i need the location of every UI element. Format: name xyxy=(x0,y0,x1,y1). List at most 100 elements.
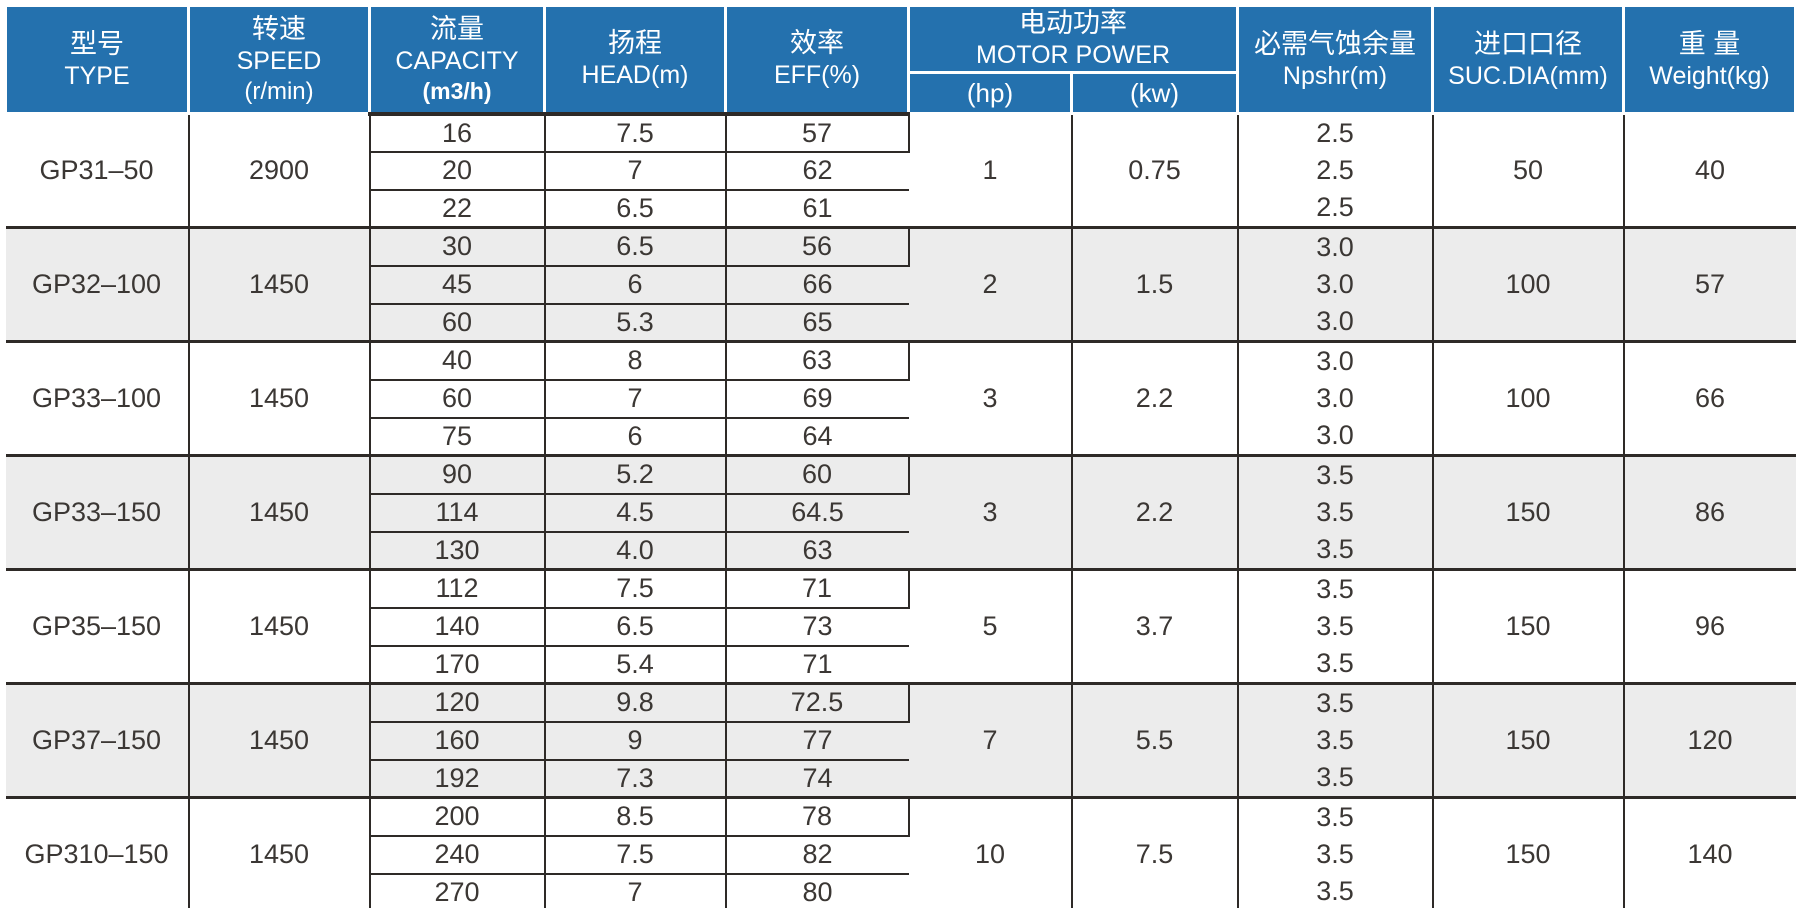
npshr-value: 3.5 xyxy=(1316,460,1354,490)
capacity-cell: 160 xyxy=(369,721,546,761)
npshr-value: 3.0 xyxy=(1316,420,1354,450)
npshr-cell: 3.5 3.5 3.5 xyxy=(1237,455,1434,571)
npshr-value: 3.5 xyxy=(1316,802,1354,832)
col-header-capacity-en: CAPACITY xyxy=(395,46,519,75)
spec-row: 114 4.5 64.5 xyxy=(6,493,1796,533)
npshr-value: 3.0 xyxy=(1316,232,1354,262)
head-cell: 6 xyxy=(544,417,727,457)
npshr-value: 3.0 xyxy=(1316,346,1354,376)
spec-row: 130 4.0 63 xyxy=(6,531,1796,571)
eff-cell: 71 xyxy=(725,645,909,685)
kw-cell: 7.5 xyxy=(1071,797,1239,908)
capacity-cell: 22 xyxy=(369,189,546,229)
npshr-cell: 2.5 2.5 2.5 xyxy=(1237,113,1434,229)
capacity-cell: 45 xyxy=(369,265,546,305)
spec-row: GP33–150 1450 90 5.2 60 3 2.2 3.5 3.5 3.5 150 86 xyxy=(5,455,1796,571)
head-cell: 6 xyxy=(544,265,727,305)
eff-cell: 60 xyxy=(725,455,910,495)
eff-cell: 57 xyxy=(725,111,910,153)
head-cell: 7.5 xyxy=(544,111,727,153)
speed-cell: 1450 xyxy=(188,455,371,571)
col-header-capacity-unit: (m3/h) xyxy=(422,77,492,104)
spec-row: 22 6.5 61 xyxy=(6,189,1796,229)
head-cell: 5.2 xyxy=(544,455,727,495)
col-header-speed-zh: 转速 xyxy=(252,13,306,44)
capacity-cell: 130 xyxy=(369,531,546,571)
eff-cell: 64.5 xyxy=(725,493,909,533)
hp-cell: 3 xyxy=(908,341,1073,457)
hp-cell: 7 xyxy=(908,683,1073,799)
capacity-cell: 60 xyxy=(369,303,546,343)
spec-row: GP37–150 1450 120 9.8 72.5 7 5.5 3.5 3.5 3.5 150 12… xyxy=(5,683,1796,799)
kw-cell: 5.5 xyxy=(1071,683,1239,799)
capacity-cell: 140 xyxy=(369,607,546,647)
col-header-hp: (hp) xyxy=(907,71,1073,115)
npshr-cell: 3.5 3.5 3.5 xyxy=(1237,569,1434,685)
col-header-suc-dia-en: SUC.DIA(mm) xyxy=(1448,61,1608,90)
col-header-motor-power: 电动功率 MOTOR POWER xyxy=(906,4,1240,74)
head-cell: 8.5 xyxy=(544,797,727,837)
spec-row: 75 6 64 xyxy=(6,417,1796,457)
capacity-cell: 16 xyxy=(369,111,546,153)
capacity-cell: 240 xyxy=(369,835,546,876)
capacity-cell: 270 xyxy=(369,874,546,908)
eff-cell: 63 xyxy=(725,341,910,381)
head-cell: 5.3 xyxy=(544,303,727,343)
speed-cell: 1450 xyxy=(188,797,371,908)
kw-cell: 1.5 xyxy=(1071,227,1239,343)
npshr-value: 3.5 xyxy=(1316,762,1354,792)
col-header-npshr-en: Npshr(m) xyxy=(1282,61,1388,90)
col-header-npshr-zh: 必需气蚀余量 xyxy=(1254,28,1417,59)
col-header-weight-zh: 重 量 xyxy=(1678,28,1741,59)
capacity-cell: 20 xyxy=(369,151,546,191)
npshr-value: 3.5 xyxy=(1316,497,1354,527)
spec-row: 60 7 69 xyxy=(6,379,1796,419)
eff-cell: 72.5 xyxy=(725,683,910,723)
hp-cell: 3 xyxy=(908,455,1073,571)
head-cell: 7.5 xyxy=(544,835,727,876)
npshr-value: 3.5 xyxy=(1316,688,1354,718)
col-header-head-en: HEAD(m) xyxy=(581,61,689,90)
table-body: GP31–50 2900 16 7.5 57 1 0.75 2.5 2.5 2.5 50 40 20 7 6… xyxy=(5,111,1796,908)
capacity-cell: 112 xyxy=(369,569,546,609)
spec-row: GP32–100 1450 30 6.5 56 2 1.5 3.0 3.0 3.0 100 57 xyxy=(5,227,1796,343)
spec-row: GP31–50 2900 16 7.5 57 1 0.75 2.5 2.5 2.5 50 40 xyxy=(5,111,1796,229)
col-header-npshr: 必需气蚀余量 Npshr(m) xyxy=(1236,4,1435,115)
npshr-cell: 3.0 3.0 3.0 xyxy=(1237,341,1434,457)
spec-row: 60 5.3 65 xyxy=(6,303,1796,343)
spec-row: 170 5.4 71 xyxy=(6,645,1796,685)
head-cell: 4.0 xyxy=(544,531,727,571)
npshr-value: 3.5 xyxy=(1316,876,1354,906)
head-cell: 8 xyxy=(544,341,727,381)
hp-cell: 2 xyxy=(908,227,1073,343)
eff-cell: 77 xyxy=(725,721,909,761)
npshr-value: 2.5 xyxy=(1316,118,1354,148)
col-header-speed: 转速 SPEED (r/min) xyxy=(187,4,371,115)
col-header-type: 型号 TYPE xyxy=(4,4,190,115)
type-cell: GP33–150 xyxy=(5,455,190,571)
weight-cell: 57 xyxy=(1623,227,1796,343)
speed-cell: 1450 xyxy=(188,227,371,343)
npshr-value: 3.0 xyxy=(1316,269,1354,299)
eff-cell: 78 xyxy=(725,797,910,837)
npshr-cell: 3.5 3.5 3.5 xyxy=(1237,797,1434,908)
capacity-cell: 200 xyxy=(369,797,546,837)
npshr-value: 3.5 xyxy=(1316,839,1354,869)
speed-cell: 1450 xyxy=(188,683,371,799)
head-cell: 6.5 xyxy=(544,607,727,647)
eff-cell: 71 xyxy=(725,569,910,609)
spec-row: GP310–150 1450 200 8.5 78 10 7.5 3.5 3.5 3.5 150 14… xyxy=(5,797,1796,908)
head-cell: 7.5 xyxy=(544,569,727,609)
eff-cell: 63 xyxy=(725,531,909,571)
spec-row: 240 7.5 82 xyxy=(6,835,1796,876)
col-header-type-zh: 型号 xyxy=(70,28,124,59)
col-header-eff-zh: 效率 xyxy=(790,28,844,59)
weight-cell: 140 xyxy=(1623,797,1796,908)
suc-dia-cell: 150 xyxy=(1432,683,1625,799)
head-cell: 7 xyxy=(544,151,727,191)
capacity-cell: 120 xyxy=(369,683,546,723)
npshr-value: 3.5 xyxy=(1316,611,1354,641)
npshr-cell: 3.5 3.5 3.5 xyxy=(1237,683,1434,799)
eff-cell: 62 xyxy=(725,151,909,191)
head-cell: 7 xyxy=(544,874,727,908)
